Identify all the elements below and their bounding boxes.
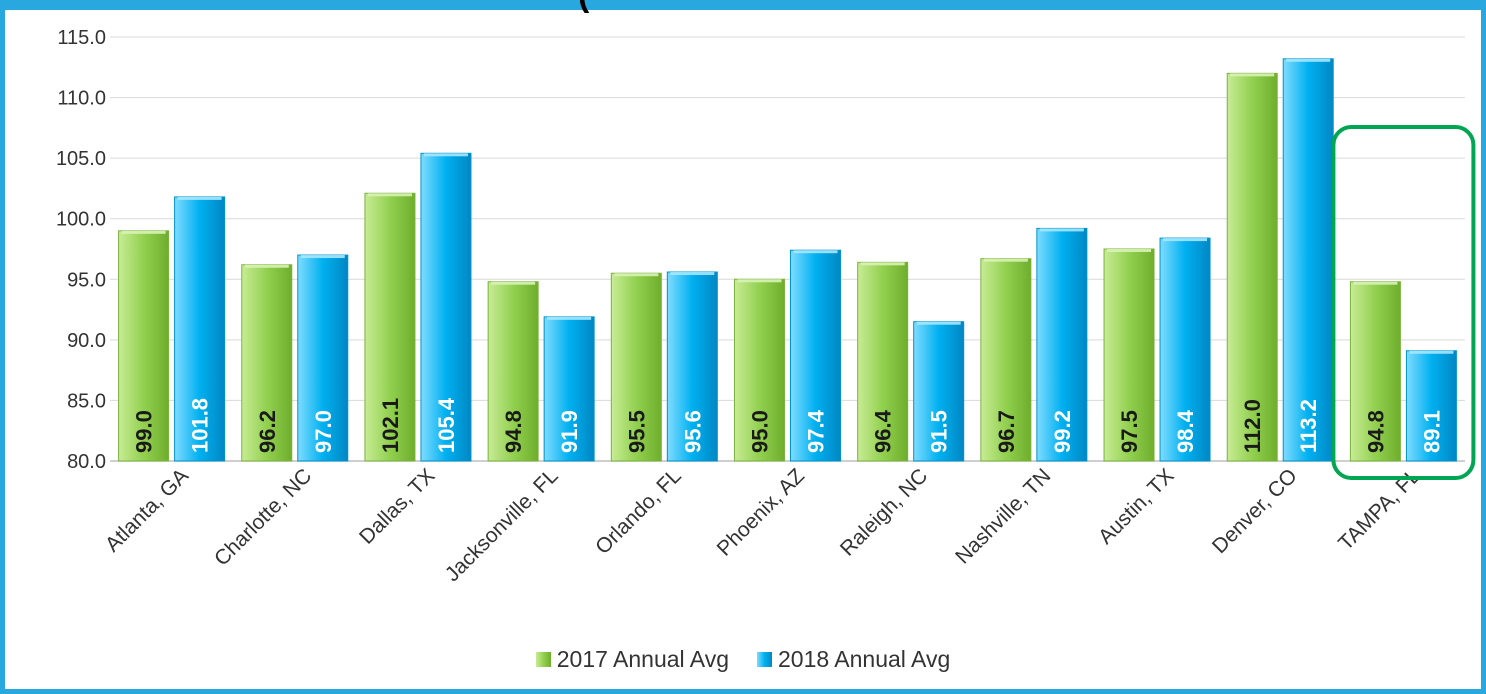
- bar[interactable]: [1036, 227, 1088, 462]
- data-label: 99.2: [1050, 410, 1075, 453]
- y-tick-label: 80.0: [67, 451, 106, 473]
- highlight-box: [1331, 125, 1476, 480]
- x-tick-label: Phoenix, AZ: [713, 464, 809, 560]
- x-tick-label: Jacksonville, FL: [441, 464, 563, 586]
- data-label: 94.8: [501, 410, 526, 453]
- data-label: 98.4: [1173, 409, 1198, 453]
- x-tick-label: Nashville, TN: [951, 464, 1055, 568]
- bar-top-bevel: [1353, 281, 1398, 285]
- bar[interactable]: [610, 272, 662, 462]
- bar[interactable]: [364, 192, 416, 462]
- bar-top-bevel: [300, 255, 345, 259]
- data-label: 91.5: [927, 410, 952, 453]
- data-label: 95.6: [680, 410, 705, 453]
- y-tick-label: 115.0: [57, 27, 106, 49]
- legend-swatch-2017: [535, 652, 551, 667]
- bar-top-bevel: [737, 279, 782, 283]
- legend-item-2017[interactable]: 2017 Annual Avg: [535, 646, 729, 673]
- x-tick-label: Dallas, TX: [355, 464, 439, 548]
- bar[interactable]: [118, 230, 170, 462]
- chart-title: (: [578, 0, 590, 14]
- y-tick-label: 100.0: [56, 209, 106, 231]
- bar[interactable]: [487, 281, 539, 462]
- bar[interactable]: [1405, 350, 1457, 462]
- bar[interactable]: [1282, 58, 1334, 462]
- data-label: 99.0: [132, 410, 157, 453]
- x-tick-label: Austin, TX: [1094, 464, 1178, 548]
- data-label: 96.7: [994, 410, 1019, 453]
- y-tick-label: 90.0: [67, 330, 106, 352]
- bar-top-bevel: [244, 264, 289, 268]
- bar[interactable]: [174, 196, 226, 462]
- bar-top-bevel: [1039, 228, 1084, 232]
- legend-swatch-2018: [757, 652, 772, 667]
- data-label: 97.0: [311, 410, 336, 453]
- data-label: 91.9: [557, 410, 582, 453]
- data-label: 95.0: [748, 410, 773, 453]
- bar-top-bevel: [1107, 249, 1152, 252]
- data-label: 113.2: [1296, 399, 1321, 453]
- y-tick-label: 105.0: [56, 148, 106, 170]
- bar[interactable]: [1103, 248, 1155, 462]
- bar[interactable]: [734, 278, 785, 462]
- data-label: 96.2: [255, 410, 280, 453]
- y-tick-label: 110.0: [57, 88, 106, 110]
- bar-top-bevel: [793, 250, 838, 254]
- bar-top-bevel: [367, 193, 412, 197]
- x-tick-label: Orlando, FL: [591, 464, 686, 559]
- x-tick-label: Raleigh, NC: [836, 464, 932, 560]
- bar-top-bevel: [491, 281, 536, 285]
- data-label: 105.4: [434, 397, 459, 453]
- bar[interactable]: [1159, 237, 1211, 462]
- data-label: 97.4: [804, 409, 829, 453]
- bar-top-bevel: [1230, 73, 1275, 77]
- bar[interactable]: [857, 261, 909, 462]
- legend: 2017 Annual Avg 2018 Annual Avg: [0, 646, 1486, 673]
- data-label: 89.1: [1419, 410, 1444, 453]
- data-label: 101.8: [188, 398, 213, 453]
- bar-top-bevel: [1409, 350, 1454, 354]
- bar-top-bevel: [614, 273, 659, 277]
- bar-top-bevel: [121, 230, 166, 234]
- y-tick-label: 95.0: [67, 269, 106, 291]
- bar[interactable]: [543, 316, 595, 462]
- bar[interactable]: [241, 264, 293, 462]
- data-label: 102.1: [378, 398, 403, 453]
- x-tick-label: Charlotte, NC: [210, 464, 316, 570]
- bar-top-bevel: [177, 196, 222, 200]
- legend-label-2017: 2017 Annual Avg: [556, 646, 729, 672]
- bar-top-bevel: [983, 258, 1028, 262]
- bar-top-bevel: [916, 321, 961, 325]
- legend-label-2018: 2018 Annual Avg: [778, 646, 951, 672]
- y-tick-label: 85.0: [67, 390, 106, 412]
- bar-top-bevel: [423, 153, 468, 157]
- data-label: 96.4: [871, 409, 896, 453]
- bar[interactable]: [297, 254, 349, 462]
- x-tick-label: Denver, CO: [1208, 464, 1302, 558]
- data-label: 95.5: [624, 410, 649, 453]
- bar-top-bevel: [547, 316, 592, 320]
- bar-top-bevel: [1286, 58, 1331, 62]
- bar-top-bevel: [1163, 238, 1208, 242]
- legend-item-2018[interactable]: 2018 Annual Avg: [757, 646, 950, 673]
- bar[interactable]: [980, 258, 1032, 462]
- x-tick-label: Atlanta, GA: [101, 464, 193, 556]
- bar-top-bevel: [860, 262, 905, 266]
- bar[interactable]: [790, 249, 841, 462]
- bar[interactable]: [1226, 72, 1278, 462]
- bar[interactable]: [1349, 281, 1401, 462]
- data-label: 112.0: [1240, 399, 1265, 453]
- data-label: 94.8: [1363, 410, 1388, 453]
- bar[interactable]: [913, 321, 965, 462]
- bar-top-bevel: [670, 272, 715, 276]
- data-label: 97.5: [1117, 410, 1142, 453]
